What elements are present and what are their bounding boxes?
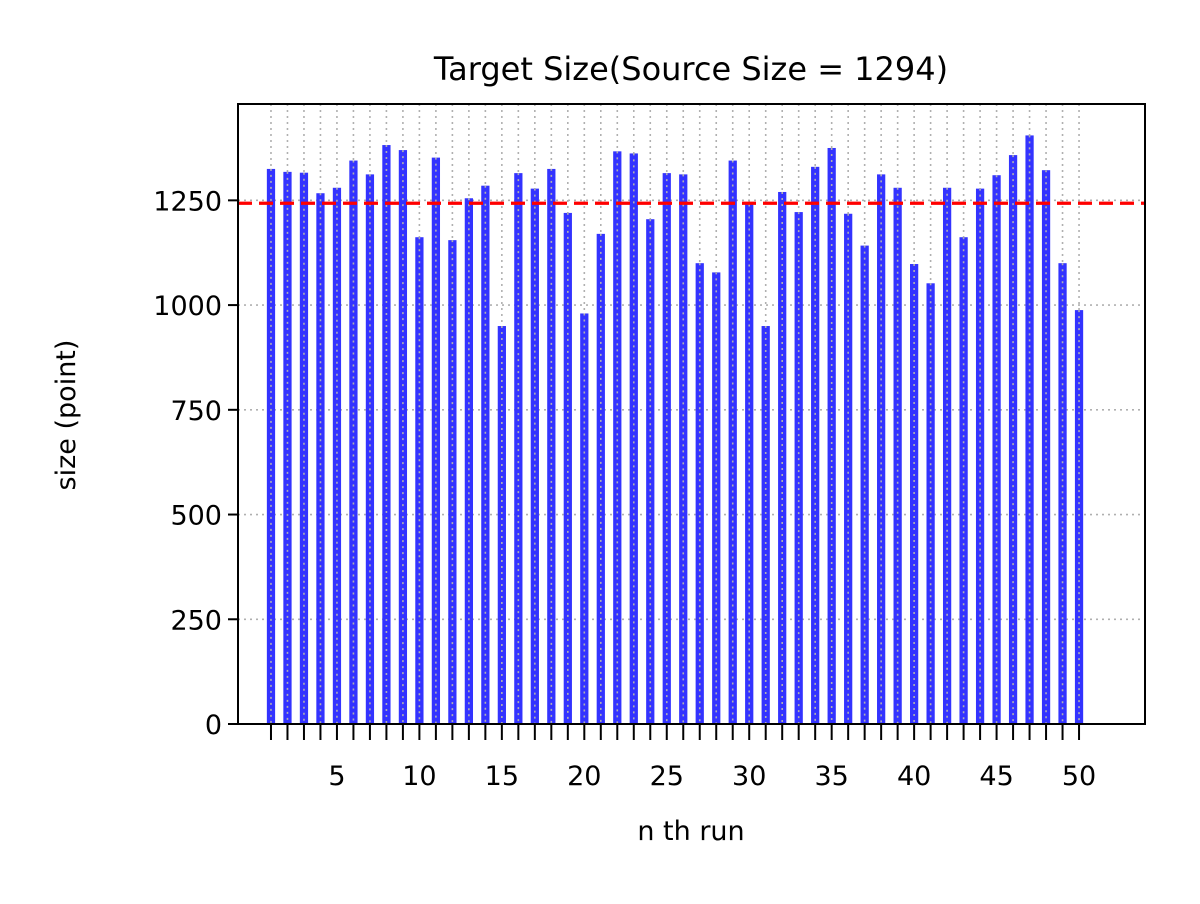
bar — [464, 198, 473, 724]
bar — [778, 191, 787, 725]
x-tick-label: 45 — [979, 761, 1013, 792]
bar — [679, 174, 688, 725]
y-tick-label: 750 — [170, 396, 222, 427]
x-tick-label: 10 — [402, 761, 436, 792]
y-tick-label: 0 — [205, 710, 222, 741]
bar — [365, 174, 375, 725]
bar — [844, 213, 853, 724]
bar — [629, 153, 638, 724]
x-tick-label: 50 — [1062, 761, 1096, 792]
bar — [860, 245, 869, 724]
bar — [1058, 263, 1067, 724]
x-tick-label: 20 — [567, 761, 601, 792]
bar — [398, 150, 408, 725]
bar — [349, 160, 358, 724]
y-tick-label: 1000 — [153, 291, 222, 322]
bar — [893, 187, 902, 724]
bar — [975, 188, 985, 724]
bar — [959, 237, 968, 724]
bar — [926, 283, 935, 724]
bar — [712, 272, 721, 724]
bar — [415, 237, 424, 724]
bar — [332, 187, 342, 724]
bars — [266, 135, 1084, 725]
bar — [877, 174, 886, 725]
bar — [299, 172, 309, 724]
bar — [596, 233, 605, 724]
bar — [811, 166, 820, 725]
bar — [481, 185, 490, 724]
y-axis-label: size (point) — [51, 340, 82, 491]
bar — [563, 212, 572, 724]
y-tick-label: 250 — [170, 605, 222, 636]
bar — [530, 188, 539, 724]
bar — [613, 151, 622, 725]
x-tick-label: 35 — [814, 761, 848, 792]
x-tick-label: 40 — [897, 761, 931, 792]
y-tick-label: 500 — [170, 501, 222, 532]
x-tick-label: 15 — [485, 761, 519, 792]
bar — [1008, 155, 1018, 725]
x-tick-label: 5 — [328, 761, 345, 792]
bar — [695, 263, 704, 724]
y-tick-label: 1250 — [153, 186, 222, 217]
x-tick-label: 25 — [650, 761, 684, 792]
bar — [514, 173, 523, 724]
bar — [942, 187, 952, 724]
x-axis-label: n th run — [637, 816, 744, 847]
bar — [794, 212, 803, 724]
plot-frame — [237, 103, 1146, 725]
x-tick-label: 30 — [732, 761, 766, 792]
axis-ticks: 0 250 500 750 1000 1250 5 10 15 20 25 30 35 40 45 50 — [153, 186, 1096, 792]
bar — [992, 175, 1001, 725]
bar — [662, 173, 671, 724]
bar — [728, 160, 737, 724]
chart-title: Target Size(Source Size = 1294) — [433, 50, 948, 88]
bar — [1074, 310, 1084, 724]
